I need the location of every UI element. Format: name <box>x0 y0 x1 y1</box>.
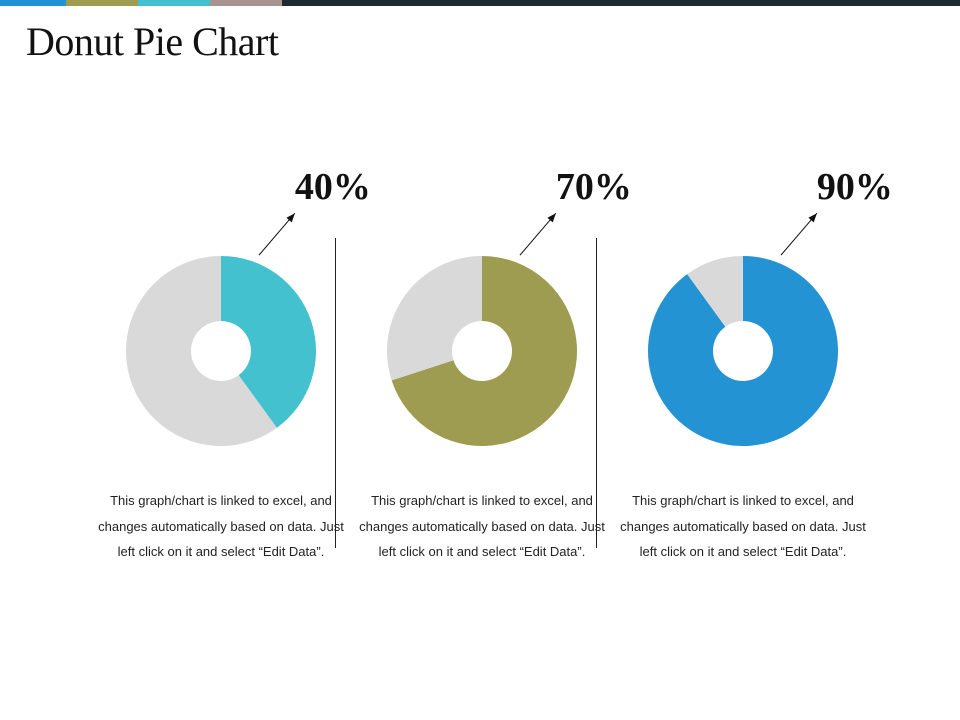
accent-segment-blue <box>0 0 66 6</box>
donut-panel-1: 40% This graph/chart is linked to excel,… <box>91 150 371 590</box>
accent-segment-olive <box>66 0 138 6</box>
panel-divider-1 <box>335 238 336 548</box>
chart-caption-3: This graph/chart is linked to excel, and… <box>620 493 866 559</box>
panel-divider-2 <box>596 238 597 548</box>
donut-slice-remainder-2[interactable] <box>387 256 482 381</box>
callout-arrow-head-3 <box>808 213 817 223</box>
slide-title: Donut Pie Chart <box>26 19 279 64</box>
donut-slice-value-2[interactable] <box>391 256 577 446</box>
accent-segment-teal <box>138 0 210 6</box>
donut-chart-2[interactable]: 70% <box>352 150 632 450</box>
donut-slice-remainder-1[interactable] <box>126 256 277 446</box>
donut-chart-3[interactable]: 90% <box>613 150 893 450</box>
donut-panel-2: 70% This graph/chart is linked to excel,… <box>352 150 632 590</box>
donut-slice-remainder-3[interactable] <box>687 256 743 327</box>
callout-arrow-line-3 <box>780 212 818 256</box>
chart-caption-2: This graph/chart is linked to excel, and… <box>359 493 605 559</box>
donut-value-label-2: 70% <box>556 166 632 208</box>
callout-arrow-head-2 <box>547 213 556 223</box>
donut-slice-value-1[interactable] <box>221 256 317 428</box>
accent-segment-mauve <box>210 0 282 6</box>
callout-arrow-line-1 <box>258 212 296 256</box>
donut-panel-3: 90% This graph/chart is linked to excel,… <box>613 150 893 590</box>
donut-value-label-3: 90% <box>817 166 893 208</box>
callout-arrow-head-1 <box>286 213 295 223</box>
callout-arrow-line-2 <box>519 212 557 256</box>
accent-segment-dark <box>282 0 960 6</box>
donut-slice-value-3[interactable] <box>648 256 838 446</box>
donut-chart-1[interactable]: 40% <box>91 150 371 450</box>
donut-value-label-1: 40% <box>295 166 371 208</box>
chart-caption-1: This graph/chart is linked to excel, and… <box>98 493 344 559</box>
top-accent-bar <box>0 0 960 6</box>
